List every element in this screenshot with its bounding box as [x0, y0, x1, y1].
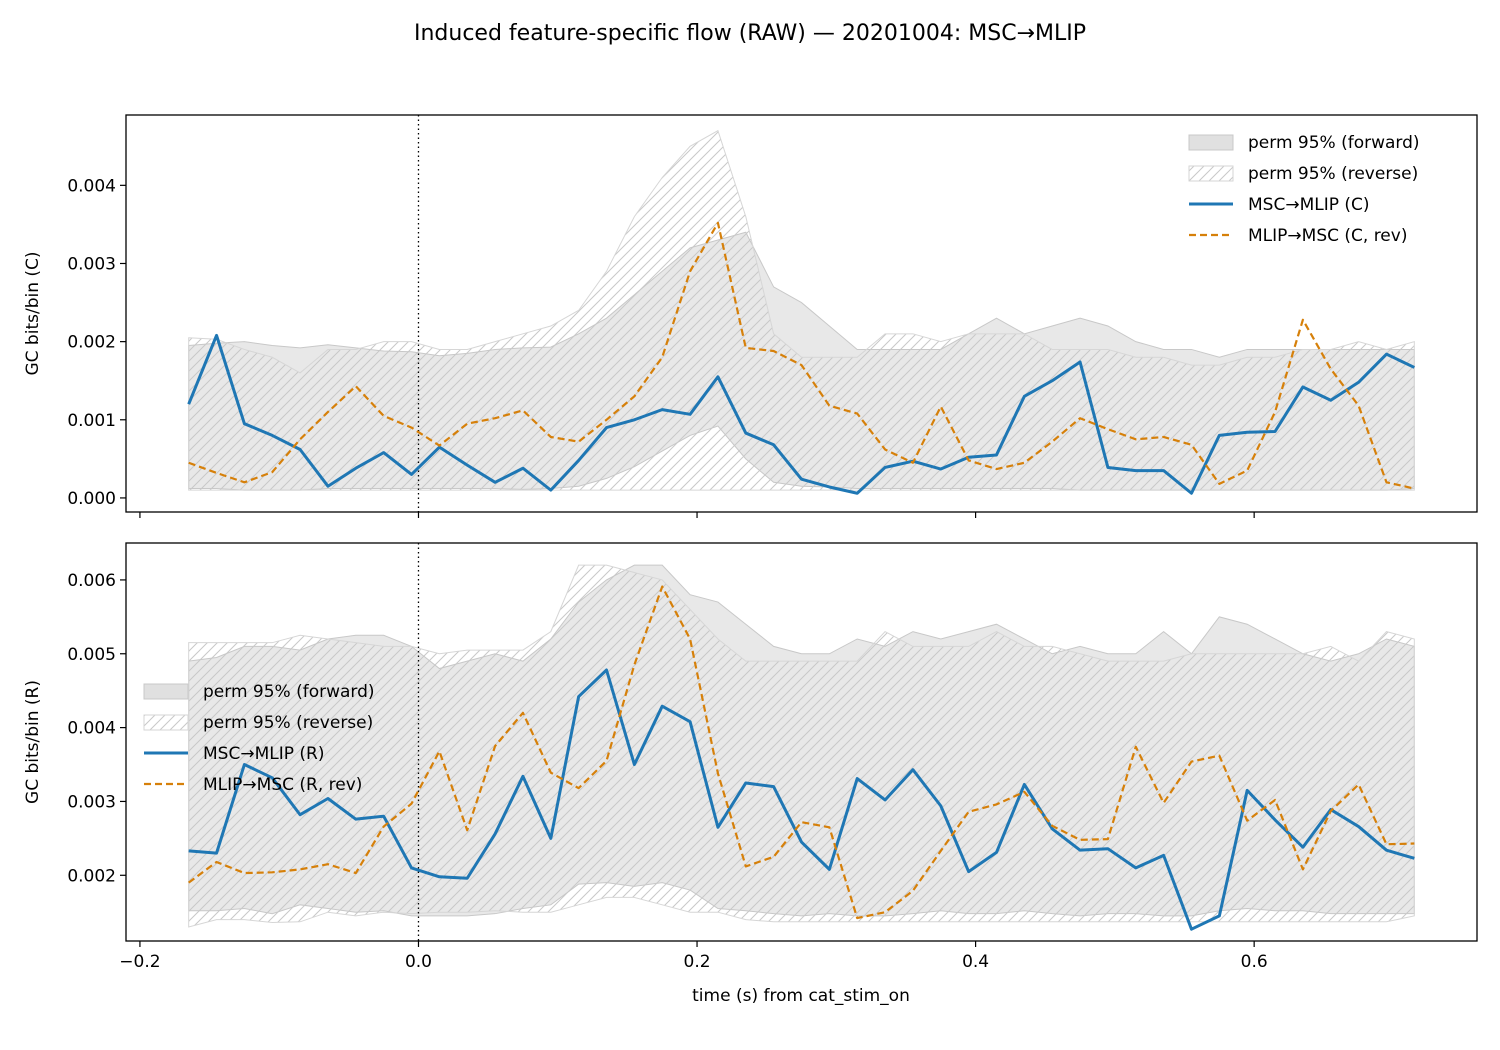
bottom-panel: −0.2 0.0 0.2 0.4 0.6 0.002 0.003 0.004 0.005 0.00… [23, 542, 1478, 972]
bottom-x-tick-label: 0.4 [962, 952, 989, 972]
top-panel: 0.000 0.001 0.002 0.003 0.004 GC bits/bin (C)… [23, 114, 1478, 518]
bottom-legend-label: perm 95% (reverse) [203, 713, 373, 733]
bottom-y-tick-label: 0.006 [67, 571, 116, 591]
top-y-tick-label: 0.000 [67, 489, 116, 509]
top-legend-box [1185, 129, 1475, 251]
top-plot-area [187, 115, 1415, 512]
top-legend-swatch-reverse-band [1188, 165, 1234, 182]
bottom-y-tick-label: 0.005 [67, 645, 116, 665]
top-y-tick-label: 0.002 [67, 333, 116, 353]
bottom-x-tick-label: 0.0 [405, 952, 432, 972]
bottom-legend-label: MLIP→MSC (R, rev) [203, 775, 362, 795]
bottom-x-tick-label: 0.2 [684, 952, 711, 972]
bottom-legend-swatch-reverse-band [143, 714, 189, 731]
bottom-y-axis-label: GC bits/bin (R) [23, 680, 43, 804]
bottom-y-tick-label: 0.004 [67, 719, 116, 739]
top-series-reverse [188, 221, 1415, 490]
bottom-series-forward [188, 668, 1415, 931]
x-axis-label: time (s) from cat_stim_on [692, 986, 910, 1006]
bottom-plot-area [188, 543, 1415, 941]
bottom-legend: perm 95% (forward) perm 95% (reverse) MSC→… [143, 682, 375, 795]
top-legend: perm 95% (forward) perm 95% (reverse) MSC→… [1185, 129, 1475, 251]
bottom-legend-swatch-forward-band [143, 683, 189, 700]
top-series-forward [187, 333, 1415, 495]
top-legend-label: MSC→MLIP (C) [1248, 195, 1370, 215]
top-y-tick-label: 0.004 [67, 176, 116, 196]
bottom-x-tick-label: −0.2 [119, 952, 160, 972]
top-y-tick-label: 0.003 [67, 254, 116, 274]
bottom-series-reverse [188, 585, 1415, 920]
top-legend-swatch-forward-band [1188, 134, 1234, 151]
bottom-legend-label: perm 95% (forward) [203, 682, 375, 702]
top-y-tick-label: 0.001 [67, 411, 116, 431]
top-legend-label: perm 95% (forward) [1248, 133, 1420, 153]
bottom-y-tick-label: 0.003 [67, 792, 116, 812]
bottom-y-tick-label: 0.002 [67, 866, 116, 886]
bottom-x-tick-label: 0.6 [1241, 952, 1268, 972]
figure-title: Induced feature-specific flow (RAW) — 20… [414, 21, 1086, 46]
top-band-reverse [188, 129, 1415, 491]
top-legend-label: MLIP→MSC (C, rev) [1248, 226, 1407, 246]
top-axes-frame [125, 114, 1478, 513]
bottom-legend-label: MSC→MLIP (R) [203, 744, 324, 764]
top-y-axis-label: GC bits/bin (C) [23, 251, 43, 375]
top-legend-label: perm 95% (reverse) [1248, 164, 1418, 184]
bottom-axes-frame [125, 542, 1478, 942]
